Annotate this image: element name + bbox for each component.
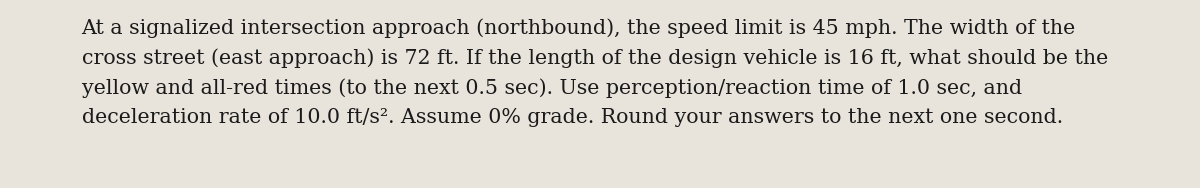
Text: yellow and all-red times (to the next 0.5 sec). Use perception/reaction time of : yellow and all-red times (to the next 0.…: [82, 78, 1021, 98]
Text: cross street (east approach) is 72 ft. If the length of the design vehicle is 16: cross street (east approach) is 72 ft. I…: [82, 48, 1108, 68]
Text: deceleration rate of 10.0 ft/s². Assume 0% grade. Round your answers to the next: deceleration rate of 10.0 ft/s². Assume …: [82, 108, 1063, 127]
Text: At a signalized intersection approach (northbound), the speed limit is 45 mph. T: At a signalized intersection approach (n…: [82, 18, 1076, 38]
